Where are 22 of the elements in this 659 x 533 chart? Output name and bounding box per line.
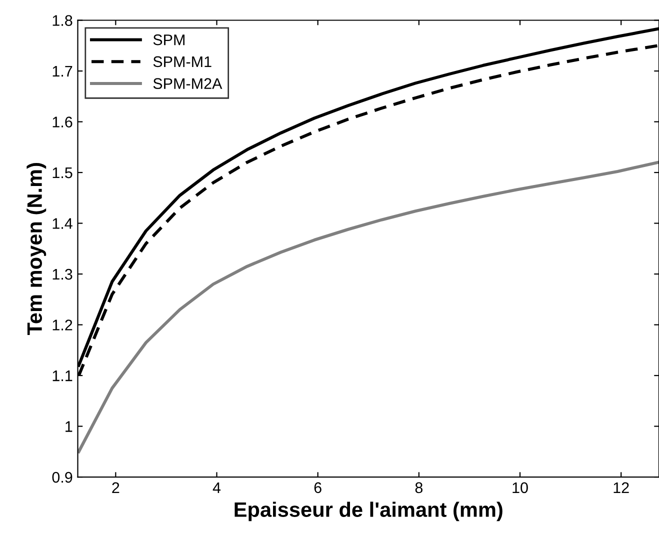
x-axis-title: Epaisseur de l'aimant (mm) (234, 502, 502, 522)
y-tick-label: 1.3 (52, 268, 72, 280)
y-tick-label: 1 (66, 421, 72, 432)
legend-label: SPM-M1 (153, 56, 212, 68)
x-tick-label: 4 (212, 482, 221, 493)
line-series (78, 160, 659, 454)
y-tick-label: 1.8 (52, 15, 72, 26)
y-tick-label: 1.2 (52, 320, 72, 330)
x-tick-label: 2 (112, 482, 120, 493)
x-tick-label: 10 (512, 482, 528, 494)
legend-label: SPM (153, 34, 184, 46)
y-tick-label: 1.6 (52, 116, 72, 128)
y-tick-label: 1.5 (52, 168, 72, 178)
x-tick-label: 8 (415, 482, 423, 494)
x-tick-label: 6 (314, 482, 322, 494)
y-tick-label: 1.1 (52, 370, 72, 382)
y-tick-label: 1.7 (52, 66, 72, 77)
y-tick-label: 0.9 (52, 472, 72, 483)
y-tick-label: 1.4 (52, 218, 72, 229)
x-tick-label: 12 (614, 482, 629, 493)
y-axis-title: Tem moyen (N.m) (26, 163, 46, 336)
legend-label: SPM-M2A (153, 78, 222, 89)
